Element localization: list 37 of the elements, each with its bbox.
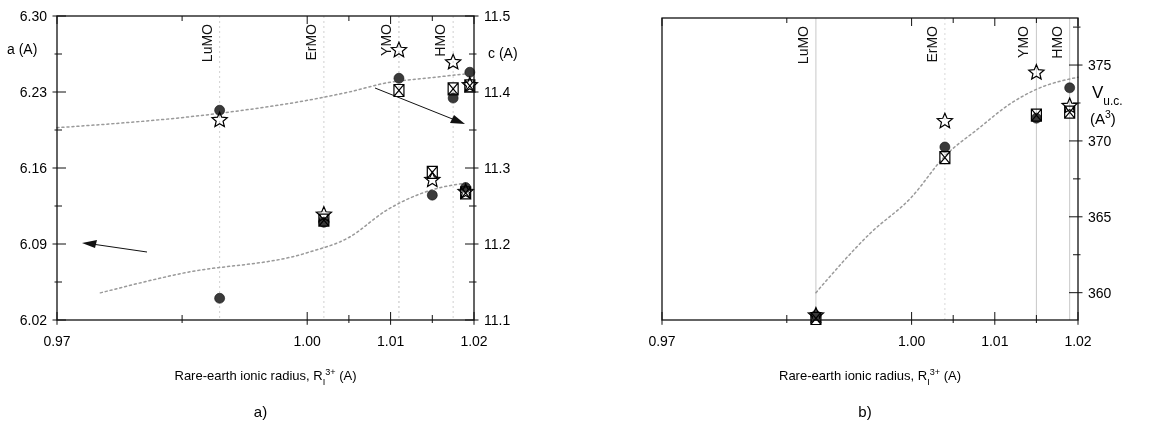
ref-line-label: HMO [1048,25,1065,59]
x-tick-label: 0.97 [43,333,71,349]
y-axis-title: a (A) [7,41,38,57]
y-tick-label: 6.09 [19,236,48,252]
ref-line-label: HMO [432,23,449,57]
ref-line-label: ErMO [302,23,319,61]
x-axis-title: Rare-earth ionic radius, R$_{I}$$^{3+}$ (A) [779,367,961,387]
y2-tick-label: 11.5 [484,8,511,24]
ref-line-label: ErMO [923,25,940,63]
y2-tick-label: 360 [1088,284,1112,301]
y2-tick-label: 370 [1088,132,1112,149]
x-tick-label: 1.02 [460,333,488,349]
x-tick-label: 1.00 [897,333,926,349]
y2-tick-label: 11.3 [484,160,511,176]
y2-tick-label: 375 [1088,57,1112,74]
x-tick-label: 1.02 [1064,333,1092,349]
x-tick-label: 1.01 [981,333,1009,349]
x-tick-label: 0.97 [648,333,676,349]
x-axis-title: Rare-earth ionic radius, R$_{I}$$^{3+}$ (A) [174,367,357,387]
y2-tick-label: 11.2 [484,236,511,252]
y2-tick-label: 365 [1088,208,1112,225]
text: a) [253,403,268,420]
y2-axis-title: c (A) [488,45,518,61]
ref-line-label: YMO [377,23,394,56]
ref-line-label: LuMO [794,25,811,65]
text: b) [858,403,872,420]
y-tick-label: 6.16 [19,160,48,176]
x-tick-label: 1.01 [376,333,405,349]
y2-axis-title: V$_{u.c.}$ (A$^{3}$) [1090,83,1123,127]
x-tick-label: 1.00 [293,333,322,349]
y2-tick-label: 11.4 [484,84,511,100]
ref-line-label: LuMO [198,23,215,63]
ref-line-label: YMO [1015,25,1032,58]
y-tick-label: 6.23 [19,84,48,100]
y-tick-label: 6.30 [19,8,48,24]
y-tick-label: 6.02 [19,312,48,328]
y2-tick-label: 11.1 [484,312,511,328]
